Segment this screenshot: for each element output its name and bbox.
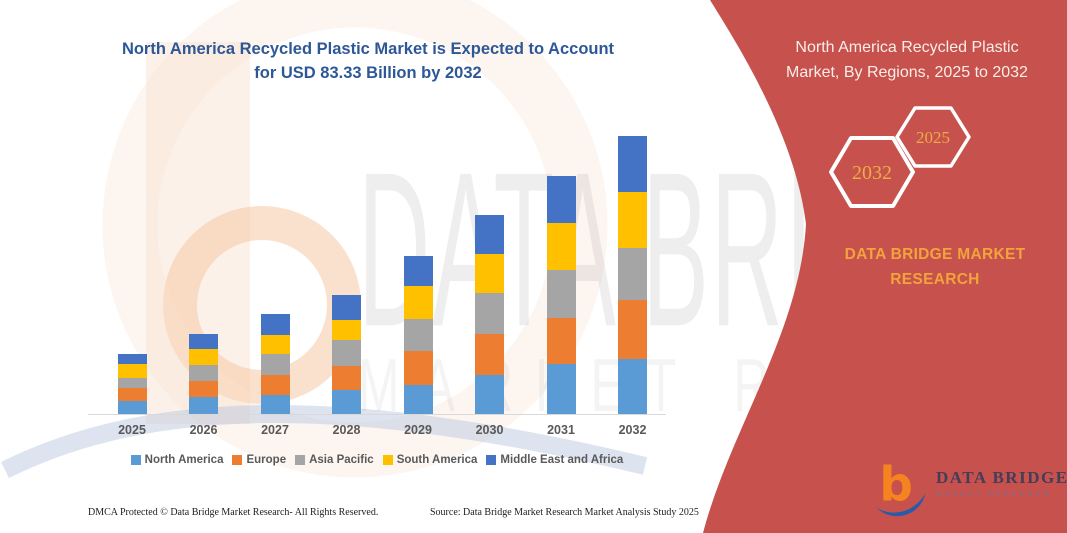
bar-segment-2031-europe[interactable] <box>546 317 576 365</box>
bar-segment-2027-south-america[interactable] <box>260 335 290 354</box>
bar-segment-2032-south-america[interactable] <box>618 192 647 248</box>
legend-swatch-middle-east-and-africa <box>486 455 497 465</box>
legend-item-europe[interactable]: Europe <box>232 454 286 466</box>
bar-segment-2031-middle-east-and-africa[interactable] <box>546 175 576 224</box>
legend-item-north-america[interactable]: North America <box>130 454 224 466</box>
bar-segment-2030-europe[interactable] <box>475 334 504 376</box>
footer-dmca-text: DMCA Protected © Data Bridge Market Rese… <box>88 507 379 518</box>
legend-swatch-europe <box>232 455 243 465</box>
bar-segment-2025-north-america[interactable] <box>117 400 147 414</box>
legend-label-south-america: South America <box>396 454 478 466</box>
bar-segment-2028-asia-pacific[interactable] <box>332 339 361 366</box>
bar-2030[interactable] <box>475 215 504 414</box>
x-axis-label-2032: 2032 <box>618 423 647 437</box>
bar-2025[interactable] <box>117 354 147 414</box>
legend-item-asia-pacific[interactable]: Asia Pacific <box>295 454 374 466</box>
logo-subtitle: MARKET RESEARCH <box>936 491 1052 498</box>
legend-item-south-america[interactable]: South America <box>382 454 478 466</box>
legend-label-middle-east-and-africa: Middle East and Africa <box>500 454 624 466</box>
svg-text:b: b <box>879 459 913 513</box>
x-axis-label-2026: 2026 <box>189 423 218 437</box>
x-axis-label-2030: 2030 <box>475 423 504 437</box>
logo-name: DATA BRIDGE <box>936 468 1067 487</box>
bar-segment-2031-asia-pacific[interactable] <box>546 269 576 318</box>
bar-2028[interactable] <box>332 294 361 414</box>
banner-brand-line1: DATA BRIDGE MARKET <box>844 246 1026 263</box>
bar-segment-2029-europe[interactable] <box>403 350 433 385</box>
bar-segment-2032-middle-east-and-africa[interactable] <box>618 136 647 193</box>
bar-segment-2029-asia-pacific[interactable] <box>403 318 433 351</box>
banner-brand-text: DATA BRIDGE MARKET RESEARCH <box>795 242 1067 292</box>
bar-segment-2026-europe[interactable] <box>189 380 218 397</box>
bar-segment-2030-asia-pacific[interactable] <box>475 292 504 335</box>
bar-segment-2028-south-america[interactable] <box>332 319 361 340</box>
bar-2032[interactable] <box>618 136 647 414</box>
legend-label-north-america: North America <box>144 454 224 466</box>
brand-logo: b DATA BRIDGE MARKET RESEARCH <box>874 456 1067 522</box>
bar-segment-2025-europe[interactable] <box>117 387 147 401</box>
bar-segment-2030-north-america[interactable] <box>475 375 504 414</box>
footer-source-text: Source: Data Bridge Market Research Mark… <box>430 507 699 518</box>
bar-segment-2026-south-america[interactable] <box>189 349 218 365</box>
x-axis-label-2029: 2029 <box>404 423 432 437</box>
bar-segment-2030-south-america[interactable] <box>475 254 504 293</box>
title-line1: North America Recycled Plastic Market is… <box>121 40 615 58</box>
legend-label-asia-pacific: Asia Pacific <box>309 454 374 466</box>
bar-segment-2028-middle-east-and-africa[interactable] <box>332 294 361 320</box>
bar-segment-2025-south-america[interactable] <box>117 363 147 378</box>
logo-text: DATA BRIDGE MARKET RESEARCH <box>936 468 1067 498</box>
bar-2029[interactable] <box>403 255 433 414</box>
chart-legend: North America Europe Asia Pacific South Ame… <box>88 454 666 466</box>
legend-swatch-south-america <box>382 455 393 465</box>
bar-segment-2032-asia-pacific[interactable] <box>618 247 647 300</box>
bar-segment-2029-middle-east-and-africa[interactable] <box>403 255 433 286</box>
bar-segment-2025-asia-pacific[interactable] <box>117 377 147 388</box>
bar-segment-2030-middle-east-and-africa[interactable] <box>475 215 504 255</box>
bar-segment-2027-north-america[interactable] <box>260 394 290 414</box>
bar-segment-2025-middle-east-and-africa[interactable] <box>117 354 147 364</box>
legend-item-middle-east-and-africa[interactable]: Middle East and Africa <box>486 454 623 466</box>
bar-segment-2026-middle-east-and-africa[interactable] <box>189 334 218 350</box>
x-axis-label-2025: 2025 <box>118 423 146 437</box>
bar-2027[interactable] <box>260 314 290 414</box>
bar-segment-2032-europe[interactable] <box>618 299 647 360</box>
bar-2026[interactable] <box>189 334 218 414</box>
legend-swatch-asia-pacific <box>295 455 306 465</box>
hexagon-2032-label: 2032 <box>852 162 892 184</box>
banner-heading-line1: North America Recycled Plastic <box>795 39 1019 56</box>
x-axis-label-2031: 2031 <box>547 423 575 437</box>
legend-label-europe: Europe <box>246 454 287 466</box>
bar-segment-2027-europe[interactable] <box>260 374 290 395</box>
bar-segment-2028-north-america[interactable] <box>332 389 361 414</box>
hexagon-2025 <box>895 106 971 168</box>
bar-segment-2032-north-america[interactable] <box>618 359 647 414</box>
legend-swatch-north-america <box>130 455 141 465</box>
bar-segment-2026-asia-pacific[interactable] <box>189 364 218 381</box>
page-title: North America Recycled Plastic Market is… <box>90 37 646 85</box>
hexagon-2025-label: 2025 <box>916 128 950 147</box>
x-axis-label-2028: 2028 <box>332 423 361 437</box>
bar-segment-2027-asia-pacific[interactable] <box>260 353 290 375</box>
bar-segment-2029-south-america[interactable] <box>403 285 433 319</box>
watermark-text-line2: MARKET RESEARCH <box>358 343 1067 428</box>
hexagon-2032 <box>829 136 915 208</box>
bar-segment-2029-north-america[interactable] <box>403 384 433 414</box>
bar-segment-2031-north-america[interactable] <box>546 364 576 414</box>
data-bridge-b-icon: b <box>876 459 926 517</box>
bar-segment-2027-middle-east-and-africa[interactable] <box>260 314 290 336</box>
bar-segment-2031-south-america[interactable] <box>546 223 576 270</box>
bar-2031[interactable] <box>546 175 576 414</box>
x-axis-label-2027: 2027 <box>261 423 289 437</box>
bar-segment-2026-north-america[interactable] <box>189 396 218 414</box>
banner-heading-line2: Market, By Regions, 2025 to 2032 <box>786 63 1028 81</box>
x-axis-line <box>88 414 666 415</box>
title-line2: for USD 83.33 Billion by 2032 <box>254 64 482 82</box>
bar-segment-2028-europe[interactable] <box>332 365 361 390</box>
banner-brand-line2: RESEARCH <box>890 271 980 288</box>
banner-heading: North America Recycled Plastic Market, B… <box>752 36 1062 85</box>
